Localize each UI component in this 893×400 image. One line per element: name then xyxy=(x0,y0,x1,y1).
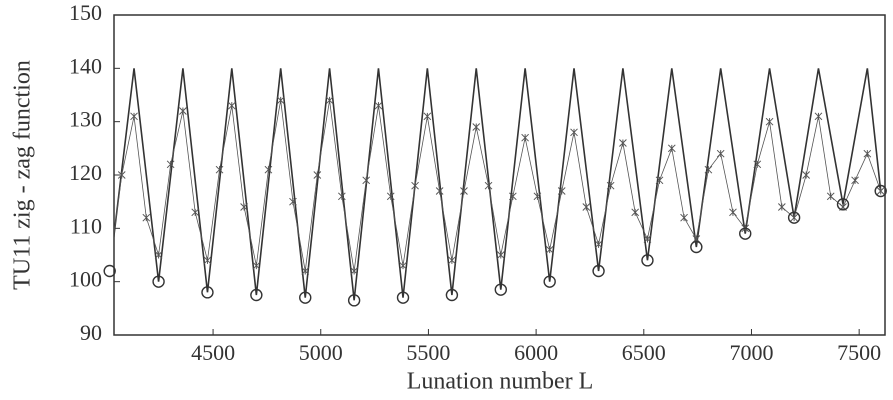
observed-marker xyxy=(508,192,517,201)
observed-marker xyxy=(264,165,273,174)
observed-marker xyxy=(876,187,885,195)
observed-marker xyxy=(606,181,615,190)
observed-marker xyxy=(484,181,493,190)
observed-marker xyxy=(289,197,297,206)
trough-marker xyxy=(103,264,116,278)
trough-marker xyxy=(494,283,507,296)
observed-marker xyxy=(252,261,261,270)
observed-marker xyxy=(521,133,529,142)
observed-marker xyxy=(423,112,432,121)
observed-marker xyxy=(154,251,163,259)
observed-marker xyxy=(863,149,872,158)
observed-marker xyxy=(435,187,444,195)
observed-marker xyxy=(680,213,688,222)
observed-marker xyxy=(338,192,346,201)
observed-marker xyxy=(667,144,676,153)
observed-marker xyxy=(851,176,859,185)
observed-marker xyxy=(325,96,334,105)
observed-line xyxy=(114,100,882,272)
trough-marker xyxy=(543,275,556,288)
observed-marker xyxy=(448,256,456,265)
observed-marker xyxy=(460,187,468,195)
trough-marker xyxy=(201,286,214,299)
observed-marker xyxy=(716,149,725,158)
y-tick-label: 150 xyxy=(69,0,102,25)
trough-marker xyxy=(299,291,312,304)
observed-marker xyxy=(472,123,481,131)
observed-marker xyxy=(826,192,835,201)
observed-marker xyxy=(545,245,554,254)
trough-marker xyxy=(874,184,887,198)
observed-marker xyxy=(570,128,578,137)
trough-marker xyxy=(641,254,654,267)
observed-marker xyxy=(777,203,786,211)
observed-marker xyxy=(227,101,236,110)
observed-marker xyxy=(215,165,224,174)
trough-marker xyxy=(836,198,850,211)
x-tick-label: 7500 xyxy=(837,340,881,365)
trough-marker xyxy=(250,288,263,302)
observed-marker xyxy=(753,160,762,169)
y-tick-label: 90 xyxy=(80,320,102,345)
y-tick-label: 100 xyxy=(69,267,102,292)
observed-marker xyxy=(399,261,407,270)
observed-marker xyxy=(130,112,138,121)
observed-marker xyxy=(411,181,419,190)
observed-marker xyxy=(594,240,603,249)
trough-marker xyxy=(152,275,165,288)
observed-marker xyxy=(655,176,664,185)
x-tick-label: 5500 xyxy=(406,340,450,365)
x-tick-label: 7000 xyxy=(729,340,773,365)
x-tick-label: 5000 xyxy=(299,340,343,365)
observed-marker xyxy=(582,203,591,211)
x-tick-label: 6000 xyxy=(514,340,558,365)
observed-marker xyxy=(179,107,187,115)
observed-marker xyxy=(643,235,652,243)
observed-marker xyxy=(729,208,737,217)
plot-frame xyxy=(113,14,886,336)
trough-marker xyxy=(690,240,703,254)
observed-marker xyxy=(301,267,310,275)
observed-marker xyxy=(631,208,640,217)
observed-marker xyxy=(496,251,505,259)
observed-marker xyxy=(166,160,175,169)
observed-marker xyxy=(362,176,371,185)
y-tick-label: 130 xyxy=(69,107,102,132)
y-tick-label: 120 xyxy=(69,160,102,185)
y-tick-label: 110 xyxy=(70,213,102,238)
observed-marker xyxy=(374,101,383,110)
observed-marker xyxy=(276,96,285,105)
zigzag-line xyxy=(114,68,882,301)
observed-marker xyxy=(765,117,774,126)
observed-marker xyxy=(802,171,811,179)
observed-marker xyxy=(142,213,151,222)
x-axis-title: Lunation number L xyxy=(407,369,594,395)
trough-marker xyxy=(592,264,605,278)
observed-marker xyxy=(533,192,542,201)
y-axis-title: TU11 zig - zag function xyxy=(10,60,36,290)
observed-marker xyxy=(619,139,627,147)
x-tick-label: 4500 xyxy=(191,340,235,365)
observed-marker xyxy=(386,192,395,201)
observed-marker xyxy=(191,208,200,217)
trough-marker xyxy=(396,291,410,304)
y-tick-label: 140 xyxy=(69,53,102,78)
observed-marker xyxy=(790,213,798,222)
trough-marker xyxy=(445,288,459,302)
observed-marker xyxy=(117,171,126,179)
trough-marker xyxy=(739,227,752,240)
observed-marker xyxy=(240,203,248,211)
trough-marker xyxy=(347,294,361,307)
observed-marker xyxy=(313,171,322,179)
observed-marker xyxy=(814,112,823,121)
observed-marker xyxy=(203,256,212,265)
observed-marker xyxy=(704,165,713,174)
observed-marker xyxy=(350,267,358,275)
observed-marker xyxy=(557,187,566,195)
trough-marker xyxy=(787,211,801,224)
x-tick-label: 6500 xyxy=(622,340,666,365)
